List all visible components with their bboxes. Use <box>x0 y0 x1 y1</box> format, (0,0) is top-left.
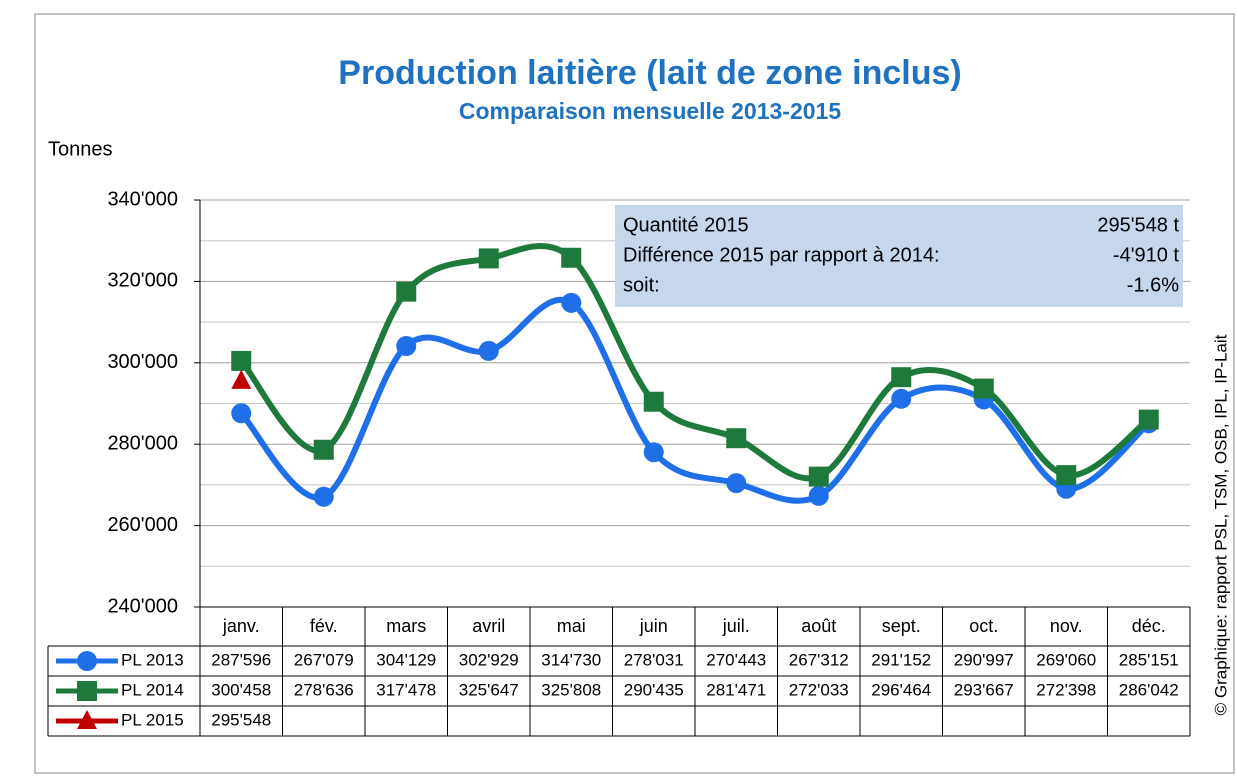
y-tick-label: 260'000 <box>107 514 178 536</box>
marker <box>973 378 994 399</box>
y-tick-label: 300'000 <box>107 351 178 373</box>
data-table-value: 296'464 <box>871 680 931 699</box>
x-tick-label: oct. <box>969 616 998 636</box>
annotation-value: -4'910 t <box>1113 244 1180 266</box>
legend-label: PL 2013 <box>121 650 184 669</box>
marker <box>396 335 417 356</box>
marker <box>313 439 334 460</box>
data-table-value: 269'060 <box>1036 650 1096 669</box>
y-tick-label: 240'000 <box>107 595 178 617</box>
data-table-value: 300'458 <box>211 680 271 699</box>
x-tick-label: mai <box>557 616 586 636</box>
marker <box>643 391 664 412</box>
marker <box>231 369 252 389</box>
x-tick-label: sept. <box>882 616 921 636</box>
data-table-value: 285'151 <box>1119 650 1179 669</box>
x-tick-label: juil. <box>722 616 750 636</box>
data-table-value: 267'079 <box>294 650 354 669</box>
marker <box>808 485 829 506</box>
marker <box>1138 409 1159 430</box>
data-table-value: 290'997 <box>954 650 1014 669</box>
y-tick-label: 340'000 <box>107 188 178 210</box>
legend-label: PL 2014 <box>121 680 184 699</box>
marker <box>1056 465 1077 486</box>
data-table-value: 293'667 <box>954 680 1014 699</box>
marker <box>726 473 747 494</box>
data-table-value: 267'312 <box>789 650 849 669</box>
data-table-value: 286'042 <box>1119 680 1179 699</box>
data-table-value: 287'596 <box>211 650 271 669</box>
data-table-value: 304'129 <box>376 650 436 669</box>
legend-label: PL 2015 <box>121 710 184 729</box>
data-table-value: 278'636 <box>294 680 354 699</box>
y-tick-label: 280'000 <box>107 432 178 454</box>
x-tick-label: juin <box>639 616 668 636</box>
marker <box>891 367 912 388</box>
chart-title: Production laitière (lait de zone inclus… <box>338 54 961 92</box>
chart-subtitle: Comparaison mensuelle 2013-2015 <box>459 98 841 124</box>
annotation-label: soit: <box>623 274 660 296</box>
marker <box>478 340 499 361</box>
y-tick-label: 320'000 <box>107 270 178 292</box>
annotation-label: Différence 2015 par rapport à 2014: <box>623 244 940 266</box>
data-table-value: 291'152 <box>871 650 931 669</box>
annotation-box <box>615 205 1183 307</box>
marker <box>313 486 334 507</box>
data-table-value: 278'031 <box>624 650 684 669</box>
data-table-value: 270'443 <box>706 650 766 669</box>
legend-marker <box>77 710 97 729</box>
marker <box>561 247 582 268</box>
marker <box>478 248 499 269</box>
data-table-value: 290'435 <box>624 680 684 699</box>
data-table-value: 281'471 <box>706 680 766 699</box>
x-tick-label: avril <box>472 616 505 636</box>
marker <box>808 466 829 487</box>
y-axis-label: Tonnes <box>48 138 113 160</box>
data-table-value: 325'647 <box>459 680 519 699</box>
data-table-value: 314'730 <box>541 650 601 669</box>
annotation-value: -1.6% <box>1127 274 1179 296</box>
marker <box>561 292 582 313</box>
x-tick-label: fév. <box>310 616 338 636</box>
data-table-value: 302'929 <box>459 650 519 669</box>
annotation-value: 295'548 t <box>1097 214 1179 236</box>
marker <box>891 388 912 409</box>
marker <box>643 442 664 463</box>
marker <box>726 428 747 449</box>
marker <box>396 281 417 302</box>
data-table-value: 295'548 <box>211 710 271 729</box>
marker <box>231 350 252 371</box>
x-tick-label: déc. <box>1132 616 1166 636</box>
legend-marker <box>77 681 97 701</box>
marker <box>231 403 252 424</box>
legend-marker <box>77 651 97 671</box>
x-tick-label: août <box>801 616 836 636</box>
x-tick-label: mars <box>386 616 426 636</box>
credit: © Graphique: rapport PSL, TSM, OSB, IPL,… <box>1211 334 1230 715</box>
data-table-value: 272'033 <box>789 680 849 699</box>
data-table-value: 325'808 <box>541 680 601 699</box>
annotation-label: Quantité 2015 <box>623 214 749 236</box>
x-tick-label: nov. <box>1050 616 1083 636</box>
x-tick-label: janv. <box>222 616 260 636</box>
data-table-value: 272'398 <box>1036 680 1096 699</box>
data-table-value: 317'478 <box>376 680 436 699</box>
